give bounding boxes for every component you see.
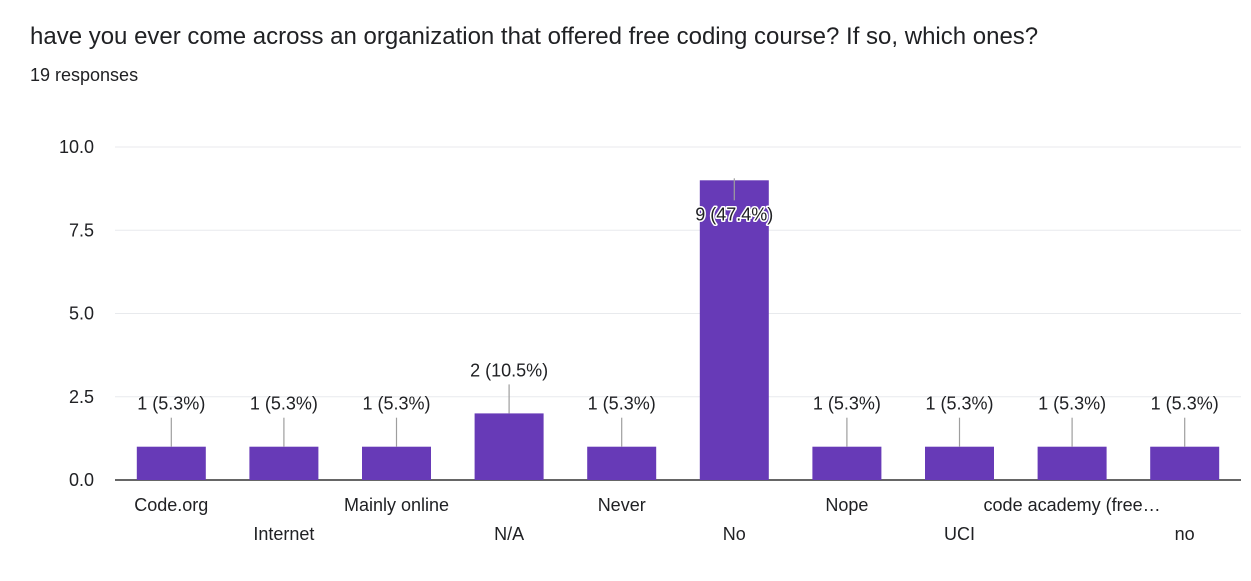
- x-category-label: no: [1175, 524, 1195, 544]
- y-tick-label: 0.0: [69, 470, 94, 490]
- x-category-label: N/A: [494, 524, 524, 544]
- bar[interactable]: [249, 446, 319, 480]
- x-category-label: code academy (free…: [984, 495, 1161, 515]
- x-category-label: Nope: [825, 495, 868, 515]
- bar[interactable]: [699, 180, 769, 481]
- data-label: 1 (5.3%): [362, 394, 430, 414]
- question-title: have you ever come across an organizatio…: [30, 23, 1039, 50]
- x-category-label: Mainly online: [344, 495, 449, 515]
- response-count: 19 responses: [30, 65, 139, 85]
- y-tick-label: 10.0: [59, 137, 94, 157]
- data-label: 1 (5.3%): [137, 394, 205, 414]
- bar[interactable]: [1150, 446, 1220, 480]
- bar[interactable]: [1037, 446, 1107, 480]
- bar[interactable]: [925, 446, 994, 480]
- bar[interactable]: [812, 446, 882, 480]
- y-tick-label: 7.5: [69, 220, 94, 240]
- data-label: 9 (47.4%): [695, 204, 773, 224]
- x-category-label: Code.org: [134, 495, 208, 515]
- data-label: 1 (5.3%): [588, 394, 656, 414]
- data-label: 2 (10.5%): [470, 360, 548, 380]
- x-category-label: Never: [598, 495, 646, 515]
- x-category-label: UCI: [944, 524, 975, 544]
- data-label: 1 (5.3%): [1151, 394, 1219, 414]
- data-label: 1 (5.3%): [250, 394, 318, 414]
- y-tick-label: 2.5: [69, 387, 94, 407]
- x-category-label: No: [723, 524, 746, 544]
- data-label: 1 (5.3%): [925, 394, 993, 414]
- bar[interactable]: [136, 446, 206, 480]
- bar[interactable]: [362, 446, 431, 480]
- data-label: 1 (5.3%): [813, 394, 881, 414]
- bar[interactable]: [587, 446, 657, 480]
- x-category-label: Internet: [253, 524, 314, 544]
- data-label: 1 (5.3%): [1038, 394, 1106, 414]
- bar[interactable]: [474, 413, 544, 480]
- y-tick-label: 5.0: [69, 304, 94, 324]
